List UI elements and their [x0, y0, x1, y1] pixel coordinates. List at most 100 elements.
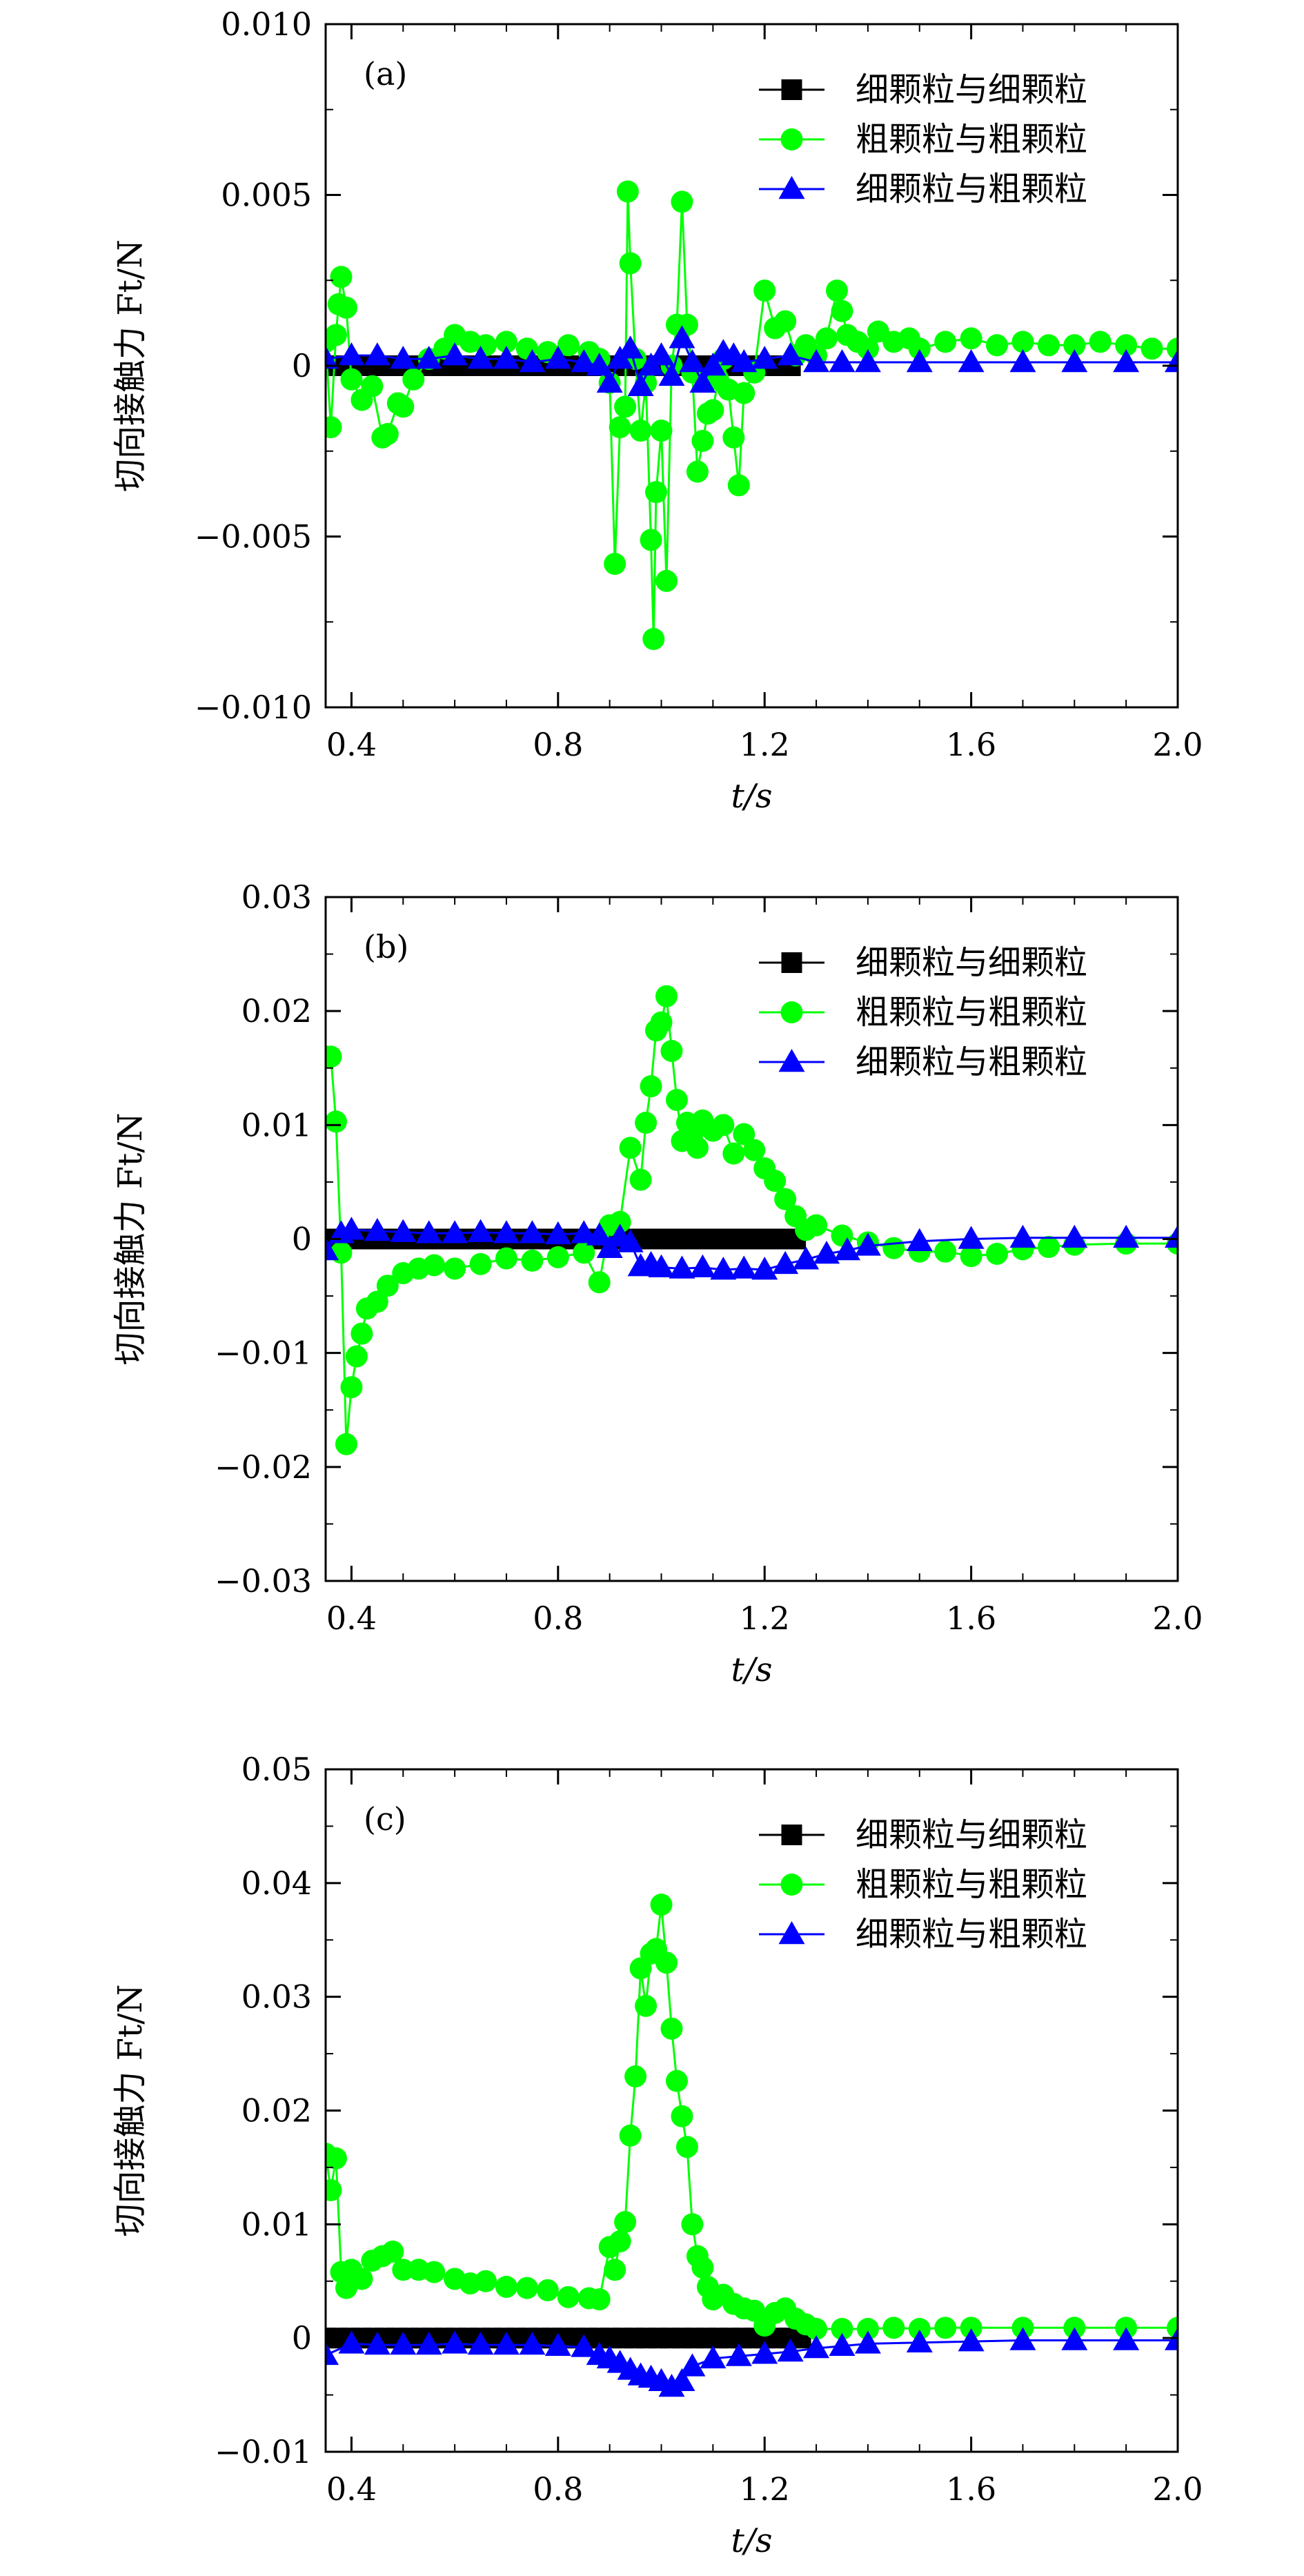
series-2-point	[722, 1142, 745, 1165]
series-3-point	[1061, 2327, 1088, 2350]
y-tick-label: 0.01	[241, 2205, 312, 2243]
series-2-point	[521, 1249, 544, 1272]
series-3-point	[493, 1220, 520, 1243]
series-3-point	[442, 2330, 468, 2354]
series-3-point	[751, 2341, 778, 2364]
series-3-point	[571, 1220, 597, 1243]
series-3-point	[803, 2335, 830, 2359]
x-tick-label: 1.6	[946, 726, 996, 763]
legend-entry-3: 细颗粒与粗颗粒	[759, 1043, 1087, 1081]
series-2-point	[423, 2261, 446, 2283]
series-2-point	[382, 2240, 404, 2263]
series-3-point	[326, 2341, 339, 2366]
series-2-point	[345, 1345, 368, 1368]
series-2-point	[495, 1247, 517, 1270]
x-tick-label: 1.2	[740, 1600, 790, 1637]
series-2-point	[691, 2256, 714, 2279]
series-3-point	[415, 346, 442, 369]
series-line-2	[326, 191, 1178, 640]
series-2-point	[686, 460, 709, 483]
series-3-point	[958, 1226, 985, 1249]
series-3-point	[958, 2328, 985, 2352]
series-2-point	[665, 1088, 688, 1111]
series-2-point	[831, 299, 853, 322]
legend-marker-circle	[780, 1874, 803, 1896]
series-3-point	[544, 1221, 571, 1245]
series-3-point	[586, 1222, 613, 1246]
y-tick-label: −0.005	[195, 518, 312, 555]
series-3-point	[571, 2334, 597, 2357]
y-tick-label: −0.02	[215, 1448, 312, 1486]
series-2-point	[712, 1114, 735, 1137]
series-2-point	[665, 2069, 688, 2092]
x-tick-label: 1.2	[740, 2470, 790, 2508]
series-3-point	[648, 1254, 675, 1278]
series-2-point	[1037, 1236, 1060, 1259]
series-2-point	[376, 423, 399, 445]
series-2-point	[960, 1245, 982, 1268]
series-3-point	[700, 2345, 727, 2369]
series-3-point	[1009, 1224, 1036, 1248]
series-3-point	[679, 2353, 706, 2377]
legend-entry-3: 细颗粒与粗颗粒	[759, 170, 1087, 208]
panel-label: (b)	[364, 928, 408, 965]
series-2-point	[326, 1110, 347, 1133]
series-2-point	[335, 1433, 357, 1455]
plot-area	[326, 985, 1178, 1455]
series-2-point	[733, 1123, 755, 1146]
legend-marker-square	[781, 952, 802, 973]
series-3-point	[803, 349, 830, 373]
series-3-point	[467, 1219, 494, 1242]
legend-marker-triangle	[778, 1049, 805, 1072]
series-2-point	[573, 1241, 595, 1264]
series-3-point	[1113, 2327, 1140, 2350]
series-2-point	[960, 2317, 982, 2339]
y-tick-label: 0	[292, 347, 312, 384]
series-2-point	[650, 1894, 673, 1916]
series-3-point	[854, 349, 881, 373]
series-3-point	[833, 1237, 860, 1261]
panel-label: (a)	[364, 55, 407, 92]
series-2-point	[557, 334, 580, 357]
legend-marker-triangle	[778, 176, 805, 199]
series-2-point	[655, 569, 678, 592]
series-2-point	[660, 1039, 683, 1062]
series-2-point	[675, 2136, 698, 2159]
series-2-point	[960, 327, 982, 350]
series-3-point	[1061, 349, 1088, 373]
x-tick-label: 2.0	[1152, 726, 1203, 763]
y-tick-label: 0.02	[241, 992, 312, 1030]
series-2-point	[986, 334, 1009, 357]
series-3-point	[1009, 349, 1036, 373]
series-3-point	[364, 342, 391, 366]
series-3-point	[442, 1220, 468, 1243]
y-tick-label: −0.03	[215, 1562, 312, 1600]
x-tick-label: 0.4	[326, 2470, 377, 2508]
series-2-point	[650, 420, 673, 442]
series-3-point	[544, 2332, 571, 2356]
y-tick-label: 0	[292, 1221, 312, 1258]
x-axis-title: t/s	[731, 1651, 772, 1689]
series-3-point	[829, 349, 856, 373]
legend-label: 粗颗粒与粗颗粒	[856, 1865, 1087, 1904]
series-2-point	[805, 1214, 828, 1237]
x-tick-label: 0.4	[326, 1600, 377, 1637]
y-tick-label: 0.04	[241, 1865, 312, 1902]
series-3-point	[467, 2332, 494, 2355]
series-2-point	[392, 395, 415, 418]
series-3-point	[958, 349, 985, 373]
series-3-point	[854, 2330, 881, 2354]
chart-panel-3: 0.4 0.8 1.2 1.6 2.0 −0.01 0 0.01 0.02 0.03 0.04 0.0…	[111, 1751, 1203, 2560]
series-2-point	[702, 399, 724, 422]
y-tick-label: 0	[292, 2319, 312, 2357]
y-tick-label: −0.01	[215, 2433, 312, 2470]
series-3-point	[338, 2330, 365, 2354]
series-2-point	[588, 1271, 611, 1294]
series-2-point	[495, 2275, 517, 2298]
x-tick-label: 1.2	[740, 726, 790, 763]
series-2-point	[645, 481, 668, 504]
series-3-point	[1009, 2327, 1036, 2350]
series-2-point	[764, 1170, 787, 1192]
series-3-point	[364, 1217, 391, 1241]
